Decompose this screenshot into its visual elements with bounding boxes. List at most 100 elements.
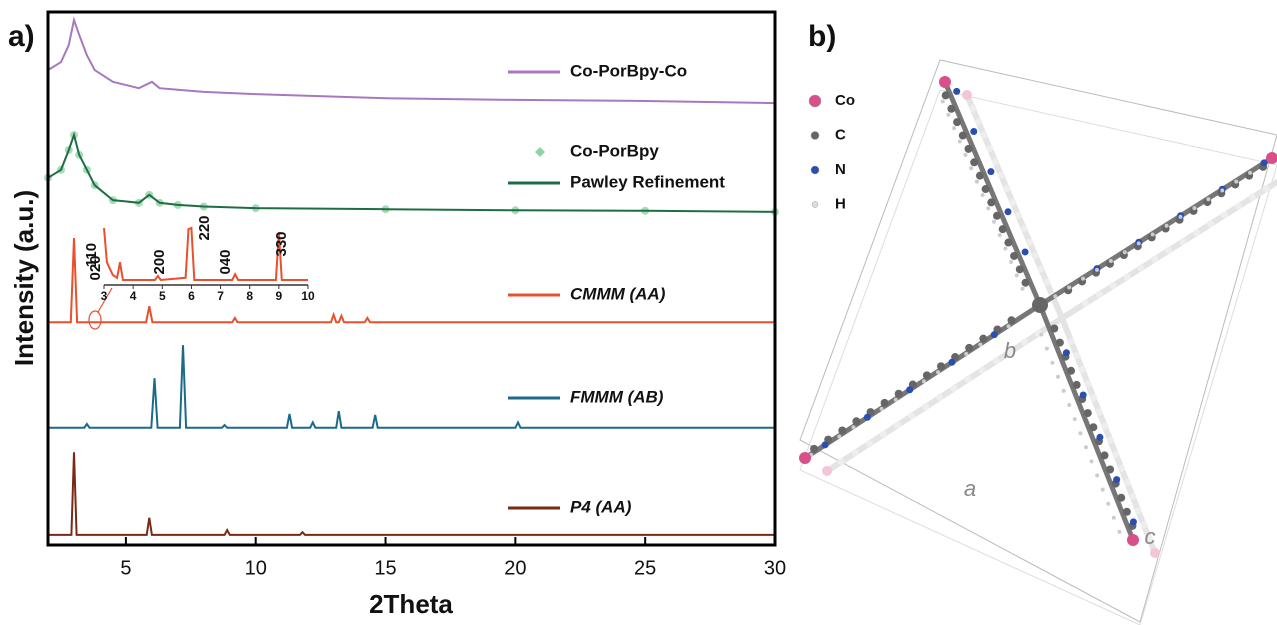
atom [866, 440, 873, 447]
inset-tick-label: 4 [130, 289, 137, 303]
atom [1135, 507, 1142, 514]
atom [1137, 241, 1141, 245]
atom [1090, 459, 1094, 463]
atom [1053, 294, 1057, 298]
inset-tick-label: 10 [301, 289, 315, 303]
atom [851, 425, 855, 429]
legend-label: N [835, 161, 846, 178]
atom [965, 376, 972, 383]
atom [1124, 479, 1131, 486]
atom [1073, 417, 1077, 421]
atom [1090, 394, 1097, 401]
atom [941, 99, 945, 103]
atom [1050, 325, 1058, 333]
cell-edge [800, 90, 1277, 625]
atom [962, 90, 972, 100]
atom [906, 386, 913, 393]
atom [1073, 381, 1081, 389]
x-tick-label: 20 [504, 557, 526, 579]
atom [1101, 451, 1109, 459]
atom [1151, 256, 1158, 263]
atom [942, 91, 950, 99]
atom [964, 352, 968, 356]
atom [937, 362, 945, 370]
atom [1032, 297, 1048, 313]
legend-atom [811, 132, 819, 140]
atom [923, 371, 931, 379]
atom [894, 422, 901, 429]
atom [939, 76, 951, 88]
atom [1021, 287, 1025, 291]
atom [837, 434, 841, 438]
x-tick-label: 30 [764, 557, 786, 579]
atom [880, 407, 884, 411]
atom [1067, 403, 1071, 407]
atom [965, 344, 973, 352]
inset-tick-label: 8 [246, 289, 253, 303]
atom [1082, 300, 1089, 307]
panel-label: a) [8, 20, 35, 53]
atom [1263, 185, 1270, 192]
atom [1117, 494, 1125, 502]
x-tick-label: 10 [245, 557, 267, 579]
atom [976, 172, 984, 180]
atom [1022, 279, 1030, 287]
atom [1003, 185, 1010, 192]
atom [1221, 212, 1228, 219]
atom [1085, 380, 1092, 387]
atom [986, 145, 993, 152]
atom [1165, 224, 1169, 228]
atom [981, 132, 988, 139]
y-axis-label: Intensity (a.u.) [9, 190, 39, 366]
atom [1179, 238, 1186, 245]
atom [1249, 194, 1256, 201]
atom [1022, 248, 1029, 255]
atom [1107, 437, 1114, 444]
legend-label: H [835, 195, 846, 212]
atom [1112, 516, 1116, 520]
series-line [48, 452, 775, 535]
atom [986, 206, 990, 210]
atom [952, 126, 956, 130]
atom [1089, 423, 1097, 431]
atom [969, 105, 976, 112]
atom [975, 118, 982, 125]
inset-tick-label: 6 [188, 289, 195, 303]
atom [1117, 530, 1121, 534]
cell-axis-label: b [1004, 338, 1016, 363]
atom [1109, 259, 1113, 263]
series-line [48, 345, 775, 428]
atom [1123, 273, 1130, 280]
atom [1101, 423, 1108, 430]
atom [895, 390, 903, 398]
figure: a) Intensity (a.u.) 2Theta b) 5101520253… [0, 0, 1277, 625]
atom [998, 172, 1005, 179]
bond [945, 82, 1040, 305]
atom [1008, 316, 1016, 324]
atom [922, 403, 929, 410]
atom [1095, 268, 1099, 272]
atom [979, 367, 986, 374]
molecule [799, 76, 1277, 558]
atom [1150, 548, 1160, 558]
atom [1192, 206, 1196, 210]
atom [964, 153, 968, 157]
atom [1021, 225, 1028, 232]
atom [1151, 233, 1155, 237]
atom [1068, 338, 1075, 345]
atom [1106, 466, 1114, 474]
atom [1220, 188, 1224, 192]
legend-atom [812, 202, 818, 208]
atom [838, 426, 846, 434]
atom [1009, 199, 1016, 206]
atom [1079, 366, 1086, 373]
peak-label: 330 [273, 231, 290, 256]
atom [1050, 361, 1054, 365]
atom [1063, 349, 1070, 356]
panel-label: b) [808, 20, 836, 53]
atom [1096, 291, 1103, 298]
atom [1067, 285, 1071, 289]
x-axis-label: 2Theta [369, 589, 453, 619]
atom [950, 385, 957, 392]
atom [999, 225, 1007, 233]
